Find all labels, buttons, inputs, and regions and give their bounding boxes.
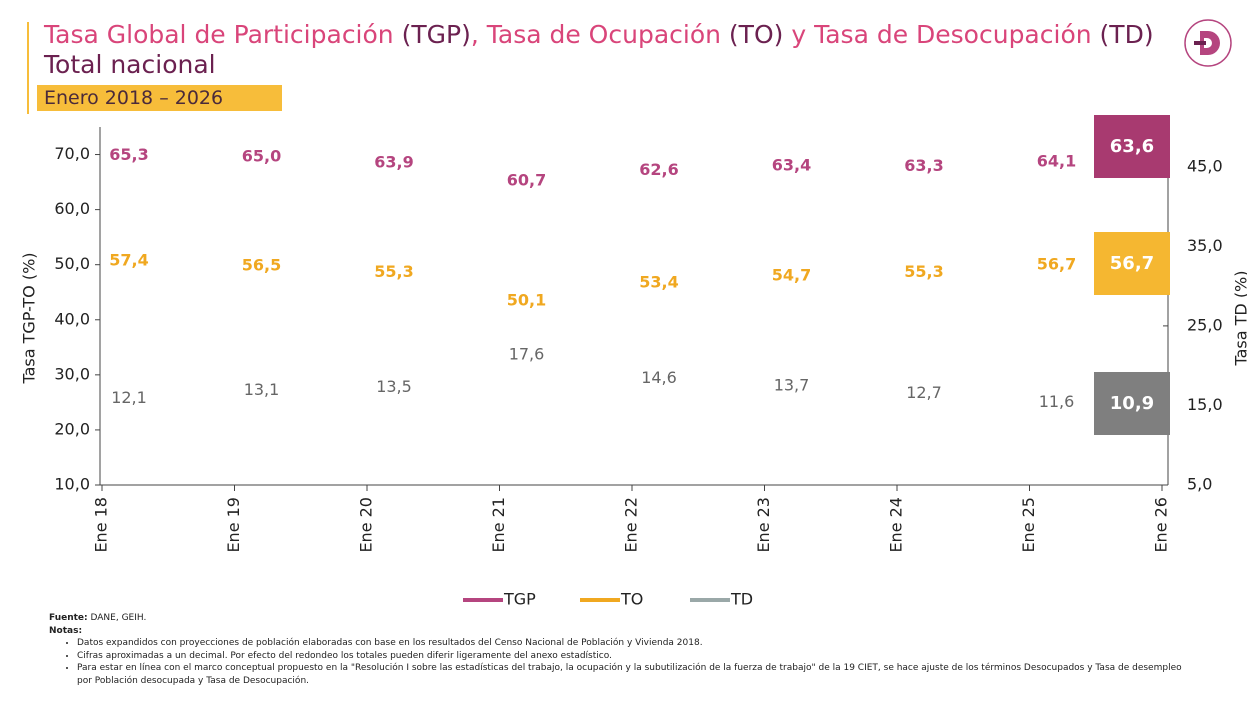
last-value-label: 63,6	[1110, 136, 1154, 157]
y-axis-label: Tasa TGP-TO (%)	[20, 252, 39, 384]
x-tick-label: Ene 18	[92, 497, 111, 553]
data-label: 17,6	[509, 344, 545, 363]
data-label: 13,1	[244, 380, 280, 399]
data-label: 14,6	[641, 368, 677, 387]
data-label: 55,3	[904, 262, 943, 281]
title-part: (TGP)	[401, 20, 471, 49]
data-label: 56,5	[242, 255, 281, 274]
data-label: 63,3	[904, 156, 943, 175]
data-label: 62,6	[639, 160, 678, 179]
y-tick-label: 30,0	[54, 364, 90, 383]
y-tick-label: 40,0	[54, 309, 90, 328]
y2-axis-label: Tasa TD (%)	[1232, 270, 1247, 366]
data-label: 57,4	[109, 250, 148, 269]
data-label: 12,7	[906, 383, 942, 402]
x-tick-label: Ene 26	[1152, 497, 1171, 553]
y2-tick-label: 5,0	[1187, 475, 1212, 494]
x-tick-label: Ene 23	[754, 497, 773, 553]
legend-label: TO	[620, 590, 643, 609]
data-label: 63,9	[374, 153, 413, 172]
data-label: 64,1	[1037, 152, 1076, 171]
data-label: 63,4	[772, 155, 811, 174]
x-tick-label: Ene 22	[622, 497, 641, 553]
note: Cifras aproximadas a un decimal. Por efe…	[77, 650, 1189, 663]
source-label: Fuente:	[49, 613, 88, 623]
y-tick-label: 10,0	[54, 475, 90, 494]
data-label: 50,1	[507, 291, 546, 310]
data-label: 12,1	[111, 388, 147, 407]
x-tick-label: Ene 21	[489, 497, 508, 553]
footnotes: Fuente: DANE, GEIH. Notas: Datos expandi…	[49, 612, 1189, 687]
data-label: 53,4	[639, 272, 678, 291]
last-value-box	[1094, 115, 1170, 178]
source: Fuente: DANE, GEIH.	[49, 612, 1189, 625]
y2-tick-label: 25,0	[1187, 315, 1223, 334]
title-part: y Tasa de Desocupación	[791, 20, 1092, 49]
x-tick-label: Ene 19	[224, 497, 243, 553]
last-value-box	[1094, 232, 1170, 295]
y-tick-label: 70,0	[54, 144, 90, 163]
legend-label: TGP	[503, 590, 536, 609]
note: Para estar en línea con el marco concept…	[77, 662, 1189, 687]
notes-title: Notas:	[49, 625, 83, 636]
note: Datos expandidos con proyecciones de pob…	[77, 637, 1189, 650]
title-part: Tasa Global de Participación	[44, 20, 394, 49]
y-tick-label: 50,0	[54, 254, 90, 273]
data-label: 54,7	[772, 265, 811, 284]
last-value-box	[1094, 372, 1170, 435]
x-tick-label: Ene 20	[357, 497, 376, 553]
accent-bar	[27, 22, 29, 114]
chart-subtitle: Total nacional	[44, 50, 216, 79]
title-part: (TD)	[1099, 20, 1154, 49]
notes-label: Notas:	[49, 625, 1189, 638]
source-text: DANE, GEIH.	[90, 613, 147, 623]
y-tick-label: 60,0	[54, 199, 90, 218]
data-label: 11,6	[1039, 392, 1075, 411]
notes-list: Datos expandidos con proyecciones de pob…	[49, 637, 1189, 687]
title-part: , Tasa de Ocupación	[470, 20, 721, 49]
x-tick-label: Ene 25	[1019, 497, 1038, 553]
title-block: Tasa Global de Participación (TGP), Tasa…	[44, 20, 1154, 80]
period-badge: Enero 2018 – 2026	[37, 85, 282, 111]
y-tick-label: 20,0	[54, 419, 90, 438]
y2-tick-label: 35,0	[1187, 236, 1223, 255]
data-label: 56,7	[1037, 254, 1076, 273]
data-label: 55,3	[374, 262, 413, 281]
data-label: 65,0	[242, 147, 281, 166]
last-value-label: 10,9	[1110, 393, 1154, 414]
legend-label: TD	[730, 590, 753, 609]
data-label: 13,7	[774, 375, 810, 394]
data-label: 13,5	[376, 377, 412, 396]
y2-tick-label: 15,0	[1187, 395, 1223, 414]
chart-title: Tasa Global de Participación (TGP), Tasa…	[44, 20, 1154, 50]
title-part: (TO)	[728, 20, 784, 49]
data-label: 65,3	[109, 145, 148, 164]
x-tick-label: Ene 24	[887, 497, 906, 553]
logo	[1184, 19, 1232, 67]
last-value-label: 56,7	[1110, 253, 1154, 274]
y2-tick-label: 45,0	[1187, 156, 1223, 175]
data-label: 60,7	[507, 170, 546, 189]
